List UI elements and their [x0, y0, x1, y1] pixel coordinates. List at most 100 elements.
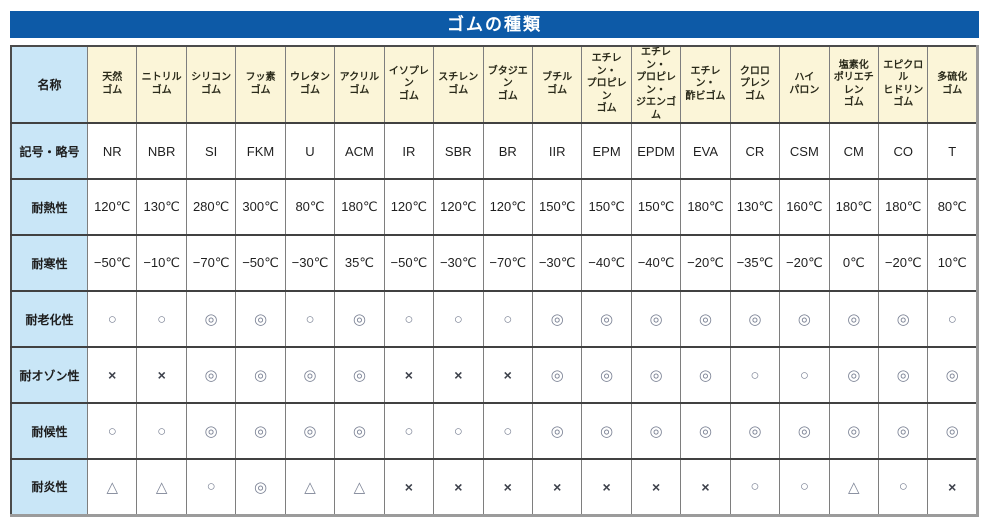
- table-cell: 130℃: [729, 178, 781, 236]
- table-cell: ◎: [235, 346, 286, 404]
- table-cell: ◎: [729, 290, 781, 348]
- table-cell: ◎: [779, 290, 830, 348]
- table-cell: ◎: [581, 346, 632, 404]
- table-cell: ○: [482, 290, 533, 348]
- table-cell: FKM: [235, 122, 286, 180]
- table-cell: ◎: [531, 290, 583, 348]
- corner-header: 名称: [10, 45, 88, 124]
- row-label: 耐候性: [10, 402, 88, 460]
- table-cell: −30℃: [284, 234, 336, 292]
- column-header: 塩素化 ポリエチレン ゴム: [828, 45, 880, 124]
- column-header: ブタジエン ゴム: [482, 45, 533, 124]
- table-cell: IIR: [531, 122, 583, 180]
- table-row: 耐老化性 ○ ○ ◎ ◎ ○ ◎ ○ ○ ○ ◎ ◎ ◎ ◎ ◎ ◎ ◎ ◎ ○: [10, 290, 978, 348]
- table-cell: ○: [383, 290, 435, 348]
- table-cell: ×: [433, 346, 484, 404]
- table-cell: ○: [482, 402, 533, 460]
- table-cell: ◎: [334, 402, 385, 460]
- table-cell: △: [86, 458, 138, 516]
- table-cell: 300℃: [235, 178, 286, 236]
- table-cell: ◎: [828, 402, 880, 460]
- table-cell: 180℃: [680, 178, 731, 236]
- table-cell: −30℃: [531, 234, 583, 292]
- table-cell: −50℃: [235, 234, 286, 292]
- column-header: エチレン・ プロピレン ゴム: [581, 45, 632, 124]
- rubber-types-table: 名称 天然 ゴム ニトリル ゴム シリコン ゴム フッ素 ゴム ウレタン ゴム アクリル ゴ…: [10, 45, 979, 517]
- row-label: 耐熱性: [10, 178, 88, 236]
- table-cell: −35℃: [729, 234, 781, 292]
- table-cell: IR: [383, 122, 435, 180]
- table-cell: ×: [630, 458, 682, 516]
- table-cell: ◎: [630, 290, 682, 348]
- table-cell: ◎: [284, 346, 336, 404]
- table-cell: ×: [680, 458, 731, 516]
- table-cell: ×: [927, 458, 978, 516]
- table-cell: ◎: [235, 402, 286, 460]
- table-cell: −20℃: [680, 234, 731, 292]
- table-cell: ◎: [877, 346, 929, 404]
- table-cell: EPDM: [630, 122, 682, 180]
- table-cell: CO: [877, 122, 929, 180]
- table-cell: ◎: [235, 458, 286, 516]
- table-cell: ACM: [334, 122, 385, 180]
- table-cell: NR: [86, 122, 138, 180]
- table-row: 耐オゾン性 × × ◎ ◎ ◎ ◎ × × × ◎ ◎ ◎ ◎ ○ ○ ◎ ◎ ◎: [10, 346, 978, 404]
- header-row: 名称 天然 ゴム ニトリル ゴム シリコン ゴム フッ素 ゴム ウレタン ゴム アクリル ゴ…: [10, 45, 978, 124]
- table-cell: ×: [383, 346, 435, 404]
- table-cell: ×: [531, 458, 583, 516]
- table-cell: −30℃: [433, 234, 484, 292]
- table-cell: ◎: [927, 402, 978, 460]
- row-label: 耐オゾン性: [10, 346, 88, 404]
- table-cell: ◎: [581, 290, 632, 348]
- table-cell: 150℃: [581, 178, 632, 236]
- table-cell: ○: [136, 290, 187, 348]
- table-cell: NBR: [136, 122, 187, 180]
- column-header: ハイ パロン: [779, 45, 830, 124]
- table-cell: ◎: [284, 402, 336, 460]
- table-cell: 120℃: [433, 178, 484, 236]
- table-cell: ×: [433, 458, 484, 516]
- table-cell: ○: [433, 290, 484, 348]
- column-header: ニトリル ゴム: [136, 45, 187, 124]
- table-cell: 120℃: [86, 178, 138, 236]
- table-cell: CSM: [779, 122, 830, 180]
- table-cell: ◎: [185, 402, 237, 460]
- column-header: フッ素 ゴム: [235, 45, 286, 124]
- table-cell: ×: [581, 458, 632, 516]
- table-cell: ×: [482, 458, 533, 516]
- table-cell: ○: [86, 290, 138, 348]
- table-cell: −70℃: [185, 234, 237, 292]
- table-cell: 180℃: [828, 178, 880, 236]
- page: ゴムの種類 名称 天然 ゴム ニトリル ゴム シリコン ゴム フッ素 ゴム ウレタン ゴム…: [10, 11, 979, 517]
- table-row: 耐候性 ○ ○ ◎ ◎ ◎ ◎ ○ ○ ○ ◎ ◎ ◎ ◎ ◎ ◎ ◎ ◎ ◎: [10, 402, 978, 460]
- table-cell: ◎: [334, 290, 385, 348]
- table-cell: ◎: [680, 402, 731, 460]
- table-row: 耐熱性 120℃ 130℃ 280℃ 300℃ 80℃ 180℃ 120℃ 120℃ 120℃ 15…: [10, 178, 978, 236]
- table-cell: ×: [136, 346, 187, 404]
- row-label: 記号・略号: [10, 122, 88, 180]
- table-cell: 0℃: [828, 234, 880, 292]
- column-header: エチレン・ プロピレン・ ジエンゴム: [630, 45, 682, 124]
- table-cell: BR: [482, 122, 533, 180]
- table-cell: ◎: [729, 402, 781, 460]
- column-header: エピクロル ヒドリン ゴム: [877, 45, 929, 124]
- table-cell: ×: [86, 346, 138, 404]
- table-cell: ◎: [877, 290, 929, 348]
- table-cell: ◎: [334, 346, 385, 404]
- table-cell: EVA: [680, 122, 731, 180]
- table-cell: ○: [136, 402, 187, 460]
- table-cell: SI: [185, 122, 237, 180]
- table-cell: ◎: [828, 290, 880, 348]
- table-cell: 180℃: [877, 178, 929, 236]
- table-cell: 150℃: [630, 178, 682, 236]
- table-cell: ◎: [680, 290, 731, 348]
- table-cell: ◎: [581, 402, 632, 460]
- row-label: 耐炎性: [10, 458, 88, 516]
- table-row: 耐炎性 △ △ ○ ◎ △ △ × × × × × × × ○ ○ △ ○ ×: [10, 458, 978, 516]
- column-header: 多硫化 ゴム: [927, 45, 978, 124]
- table-cell: 130℃: [136, 178, 187, 236]
- table-cell: 150℃: [531, 178, 583, 236]
- table-cell: ◎: [779, 402, 830, 460]
- table-cell: −50℃: [383, 234, 435, 292]
- table-cell: −50℃: [86, 234, 138, 292]
